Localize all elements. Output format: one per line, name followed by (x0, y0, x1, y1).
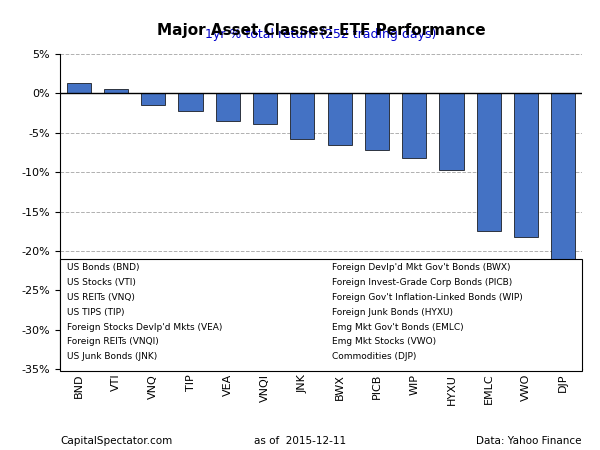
Text: Foreign Junk Bonds (HYXU): Foreign Junk Bonds (HYXU) (332, 308, 453, 317)
Bar (402, 94, 427, 158)
Text: Foreign Stocks Devlp'd Mkts (VEA): Foreign Stocks Devlp'd Mkts (VEA) (67, 323, 223, 332)
Bar (328, 94, 352, 144)
Bar (178, 94, 203, 112)
Text: CapitalSpectator.com: CapitalSpectator.com (60, 436, 172, 446)
Bar (67, 83, 91, 94)
Text: Commodities (DJP): Commodities (DJP) (332, 352, 416, 361)
Bar (253, 94, 277, 124)
Bar (514, 94, 538, 237)
Text: Foreign REITs (VNQI): Foreign REITs (VNQI) (67, 338, 159, 346)
Text: Emg Mkt Stocks (VWO): Emg Mkt Stocks (VWO) (332, 338, 436, 346)
Text: US Stocks (VTI): US Stocks (VTI) (67, 278, 136, 287)
Text: Foreign Gov't Inflation-Linked Bonds (WIP): Foreign Gov't Inflation-Linked Bonds (WI… (332, 292, 523, 302)
Bar (215, 94, 240, 121)
Bar (365, 94, 389, 150)
Text: as of  2015-12-11: as of 2015-12-11 (254, 436, 346, 446)
Bar (476, 94, 501, 231)
Bar (439, 94, 464, 170)
FancyBboxPatch shape (60, 259, 582, 371)
Bar (141, 94, 166, 105)
Text: Foreign Devlp'd Mkt Gov't Bonds (BWX): Foreign Devlp'd Mkt Gov't Bonds (BWX) (332, 263, 511, 272)
Text: Data: Yahoo Finance: Data: Yahoo Finance (476, 436, 582, 446)
Text: 1yr % total return (252 trading days): 1yr % total return (252 trading days) (205, 28, 437, 41)
Title: Major Asset Classes: ETF Performance: Major Asset Classes: ETF Performance (157, 22, 485, 37)
Text: US TIPS (TIP): US TIPS (TIP) (67, 308, 125, 317)
Text: US Junk Bonds (JNK): US Junk Bonds (JNK) (67, 352, 158, 361)
Text: US Bonds (BND): US Bonds (BND) (67, 263, 140, 272)
Bar (290, 94, 314, 139)
Text: US REITs (VNQ): US REITs (VNQ) (67, 292, 136, 302)
Text: Foreign Invest-Grade Corp Bonds (PICB): Foreign Invest-Grade Corp Bonds (PICB) (332, 278, 512, 287)
Bar (551, 94, 575, 349)
Bar (104, 90, 128, 94)
Text: Emg Mkt Gov't Bonds (EMLC): Emg Mkt Gov't Bonds (EMLC) (332, 323, 464, 332)
